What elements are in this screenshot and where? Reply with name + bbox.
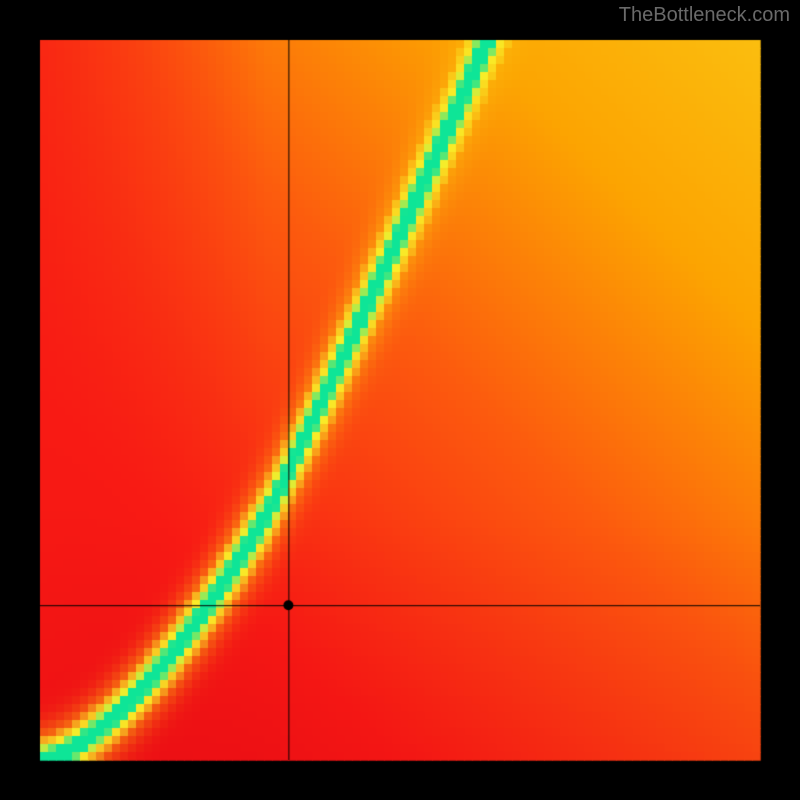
chart-container: TheBottleneck.com <box>0 0 800 800</box>
watermark-text: TheBottleneck.com <box>619 4 790 27</box>
heatmap-canvas <box>0 0 800 800</box>
